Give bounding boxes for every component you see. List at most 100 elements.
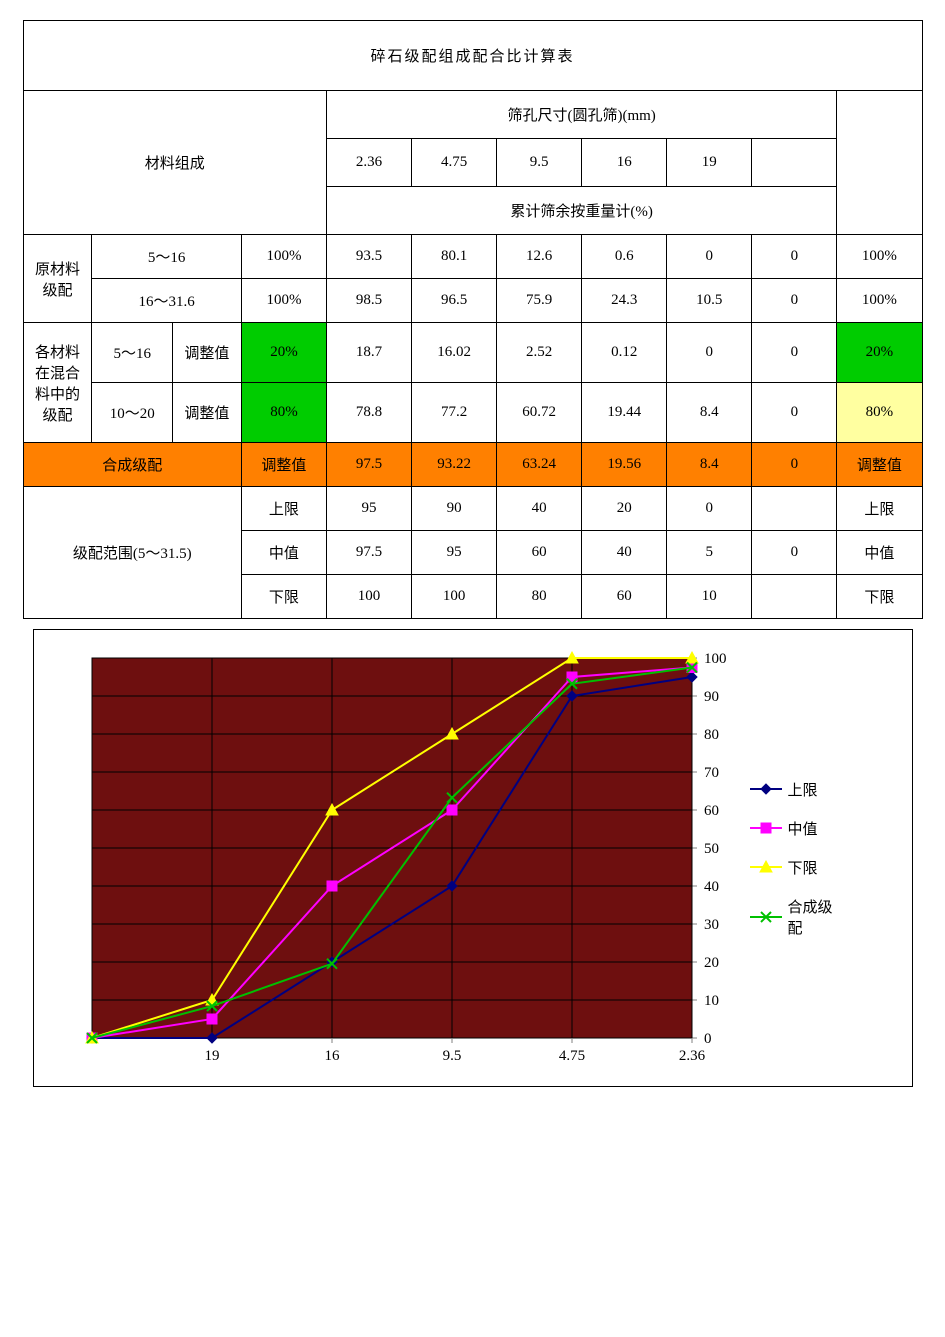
- cell: 24.3: [582, 279, 667, 323]
- svg-text:30: 30: [704, 917, 719, 933]
- header-material: 材料组成: [23, 91, 326, 235]
- sieve-val: 19: [667, 139, 752, 187]
- chart-plot: 0 10 20 30 40 50 60 70 80 90 100 19 16 9.5 4.75 2.36: [42, 638, 742, 1078]
- svg-text:16: 16: [324, 1048, 340, 1064]
- cell: 98.5: [326, 279, 411, 323]
- sieve-val-blank: [752, 139, 837, 187]
- range-name: 下限: [241, 575, 326, 619]
- cell: 0: [752, 323, 837, 383]
- cell: 0: [667, 235, 752, 279]
- svg-text:100: 100: [704, 651, 727, 667]
- cell: 0: [752, 531, 837, 575]
- cell: 96.5: [412, 279, 497, 323]
- cell: 10.5: [667, 279, 752, 323]
- synth-label: 合成级配: [23, 443, 241, 487]
- cell: 20: [582, 487, 667, 531]
- sieve-val: 4.75: [412, 139, 497, 187]
- cell: 60: [497, 531, 582, 575]
- cell: 40: [582, 531, 667, 575]
- legend-item: 中值: [750, 818, 904, 839]
- gradation-chart: 010203040506070809010019169.54.752.36 上限…: [33, 629, 913, 1087]
- mix-adj: 调整值: [172, 383, 241, 443]
- svg-text:40: 40: [704, 879, 719, 895]
- mix-adj: 调整值: [172, 323, 241, 383]
- cell: 40: [497, 487, 582, 531]
- cell: 19.56: [582, 443, 667, 487]
- cell: 16.02: [412, 323, 497, 383]
- cell: 97.5: [326, 443, 411, 487]
- svg-text:20: 20: [704, 955, 719, 971]
- cell: 10: [667, 575, 752, 619]
- raw-range: 5～16: [92, 235, 241, 279]
- cell: [752, 575, 837, 619]
- svg-text:19: 19: [204, 1048, 219, 1064]
- cell: 0: [752, 443, 837, 487]
- svg-text:60: 60: [704, 803, 719, 819]
- header-blank: [837, 91, 922, 235]
- table-title: 碎石级配组成配合比计算表: [23, 21, 922, 91]
- cell: 75.9: [497, 279, 582, 323]
- sieve-val: 2.36: [326, 139, 411, 187]
- mix-range: 5～16: [92, 323, 172, 383]
- cell: 8.4: [667, 383, 752, 443]
- cell: 60.72: [497, 383, 582, 443]
- cell: 97.5: [326, 531, 411, 575]
- raw-pct: 100%: [241, 235, 326, 279]
- legend-item: 合成级 配: [750, 896, 904, 938]
- header-sieve: 筛孔尺寸(圆孔筛)(mm): [326, 91, 836, 139]
- svg-text:9.5: 9.5: [442, 1048, 461, 1064]
- cell: 95: [412, 531, 497, 575]
- cell: 0: [752, 383, 837, 443]
- mix-label: 各材料 在混合 料中的 级配: [23, 323, 92, 443]
- cell: [752, 487, 837, 531]
- cell: 93.22: [412, 443, 497, 487]
- svg-text:80: 80: [704, 727, 719, 743]
- mix-end: 20%: [837, 323, 922, 383]
- chart-legend: 上限中值下限合成级 配: [750, 638, 904, 1078]
- cell: 77.2: [412, 383, 497, 443]
- legend-item: 下限: [750, 857, 904, 878]
- cell: 18.7: [326, 323, 411, 383]
- svg-text:90: 90: [704, 689, 719, 705]
- range-name: 中值: [241, 531, 326, 575]
- mix-end: 80%: [837, 383, 922, 443]
- cell: 0.12: [582, 323, 667, 383]
- range-end: 下限: [837, 575, 922, 619]
- cell: 2.52: [497, 323, 582, 383]
- cell: 8.4: [667, 443, 752, 487]
- cell: 5: [667, 531, 752, 575]
- cell: 100: [412, 575, 497, 619]
- cell: 0: [667, 487, 752, 531]
- cell: 90: [412, 487, 497, 531]
- range-label: 级配范围(5～31.5): [23, 487, 241, 619]
- cell: 63.24: [497, 443, 582, 487]
- svg-text:4.75: 4.75: [558, 1048, 584, 1064]
- svg-text:10: 10: [704, 993, 719, 1009]
- cell: 0: [667, 323, 752, 383]
- mix-pct: 20%: [241, 323, 326, 383]
- cell: 12.6: [497, 235, 582, 279]
- cell: 0: [752, 279, 837, 323]
- mix-pct: 80%: [241, 383, 326, 443]
- cell: 0: [752, 235, 837, 279]
- cell: 60: [582, 575, 667, 619]
- sieve-val: 9.5: [497, 139, 582, 187]
- mix-range: 10～20: [92, 383, 172, 443]
- range-end: 中值: [837, 531, 922, 575]
- raw-end: 100%: [837, 235, 922, 279]
- cell: 19.44: [582, 383, 667, 443]
- raw-end: 100%: [837, 279, 922, 323]
- cell: 95: [326, 487, 411, 531]
- svg-text:2.36: 2.36: [678, 1048, 705, 1064]
- raw-label: 原材料 级配: [23, 235, 92, 323]
- cell: 0.6: [582, 235, 667, 279]
- svg-text:70: 70: [704, 765, 719, 781]
- header-cumulative: 累计筛余按重量计(%): [326, 187, 836, 235]
- sieve-val: 16: [582, 139, 667, 187]
- svg-text:50: 50: [704, 841, 719, 857]
- synth-adj: 调整值: [241, 443, 326, 487]
- cell: 80.1: [412, 235, 497, 279]
- cell: 80: [497, 575, 582, 619]
- svg-text:0: 0: [704, 1031, 712, 1047]
- cell: 93.5: [326, 235, 411, 279]
